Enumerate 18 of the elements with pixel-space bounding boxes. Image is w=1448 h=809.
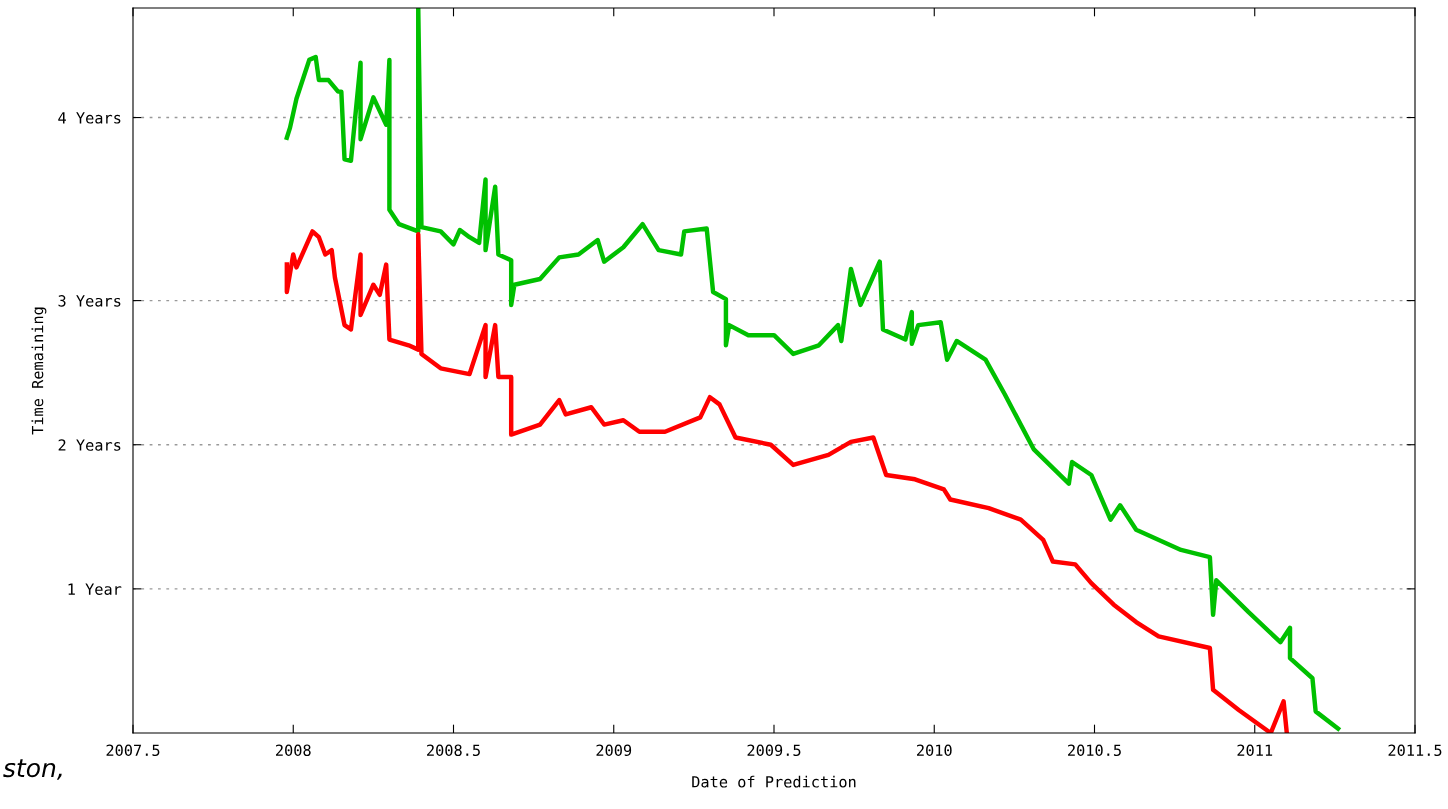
x-tick-label: 2011 — [1237, 744, 1273, 757]
x-tick-label: 2010 — [916, 744, 952, 757]
y-axis-title: Time Remaining — [31, 307, 47, 435]
line-series — [284, 8, 1341, 731]
y-tick-label: 1 Year — [68, 583, 122, 595]
x-tick-label: 2007.5 — [106, 744, 160, 757]
x-tick-label: 2010.5 — [1068, 744, 1121, 757]
x-axis-title: Date of Prediction — [692, 775, 856, 788]
y-tick-label: 3 Years — [58, 295, 121, 307]
x-tick-label: 2008 — [275, 744, 311, 757]
x-tick-label: 2011.5 — [1388, 744, 1442, 757]
text: ston, — [3, 759, 62, 780]
y-tick-label: 2 Years — [58, 439, 121, 451]
x-tick-label: 2009 — [596, 744, 632, 757]
y-tick-label: 4 Years — [58, 112, 121, 124]
x-tick-label: 2009.5 — [747, 744, 801, 757]
line-series — [284, 229, 1290, 733]
x-tick-label: 2008.5 — [427, 744, 480, 757]
